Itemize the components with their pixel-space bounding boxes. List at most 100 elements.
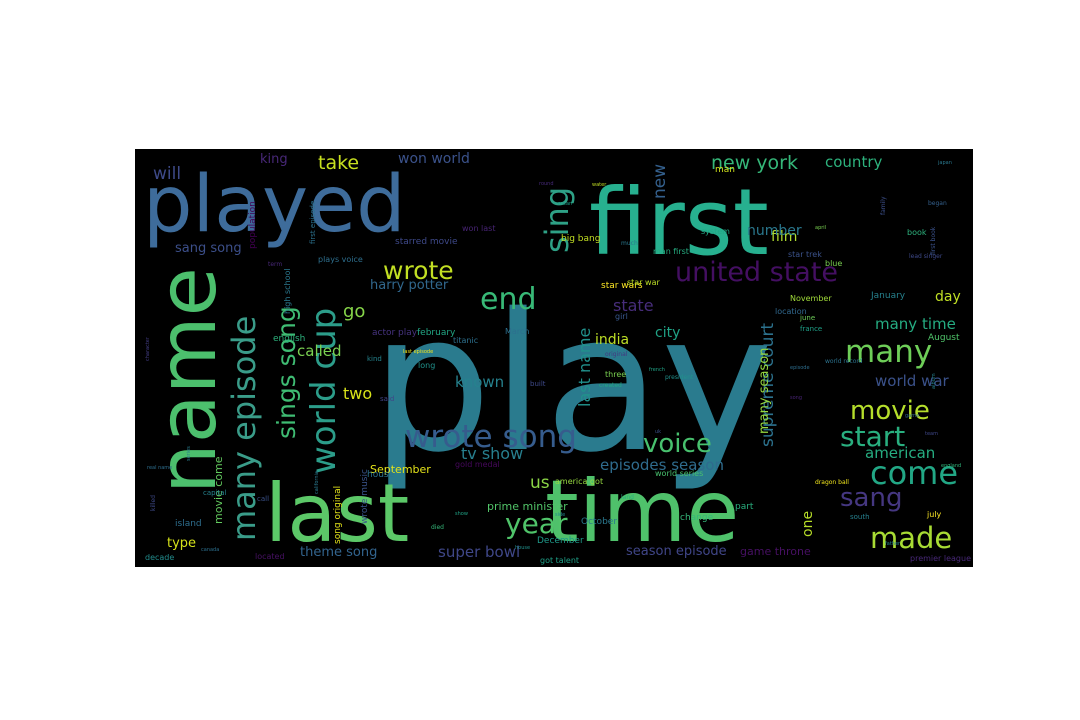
cloud-word: start: [840, 420, 905, 453]
cloud-word: much: [621, 240, 638, 247]
cloud-word: kind: [367, 355, 382, 363]
cloud-word: wrote music: [360, 469, 370, 524]
cloud-word: died: [431, 524, 444, 531]
cloud-word: August: [928, 333, 960, 343]
cloud-word: english: [273, 334, 305, 344]
cloud-word: japan: [937, 160, 952, 166]
cloud-word: season episode: [626, 544, 727, 559]
cloud-word: many season: [757, 348, 772, 434]
cloud-word: time: [545, 462, 739, 562]
cloud-word: side: [555, 512, 565, 518]
cloud-word: many time: [875, 315, 956, 333]
cloud-word: song: [790, 395, 802, 401]
cloud-word: year: [505, 507, 568, 540]
cloud-word: song original: [333, 486, 343, 544]
cloud-word: number: [747, 223, 802, 239]
cloud-word: won world: [398, 151, 470, 167]
cloud-word: india: [595, 332, 629, 348]
cloud-word: movie: [850, 396, 930, 426]
cloud-word: series: [186, 446, 192, 461]
cloud-word: one: [800, 511, 816, 537]
cloud-word: many episode: [225, 316, 263, 541]
cloud-word: January: [870, 291, 906, 301]
cloud-word: big bang: [561, 234, 600, 244]
cloud-word: lead singer: [909, 253, 943, 260]
cloud-word: real name: [147, 465, 172, 471]
cloud-word: episode: [790, 365, 810, 371]
cloud-word: america got: [555, 477, 603, 486]
cloud-word: dragon ball: [815, 479, 849, 486]
cloud-word: sang: [840, 483, 902, 513]
cloud-word: wrote song: [405, 419, 577, 455]
cloud-word: family: [880, 196, 887, 215]
cloud-word: canada: [201, 547, 219, 553]
cloud-word: mean: [558, 201, 572, 207]
cloud-word: last: [265, 467, 409, 560]
cloud-word: world cup: [304, 308, 344, 474]
cloud-word: take: [318, 152, 359, 174]
cloud-word: first episode: [309, 201, 317, 244]
cloud-word: March: [505, 327, 529, 336]
cloud-word: call: [257, 495, 269, 503]
cloud-word: state: [613, 296, 654, 315]
cloud-word: star trek: [788, 250, 822, 259]
cloud-word: decade: [145, 553, 174, 562]
cloud-word: king: [260, 152, 288, 167]
cloud-word: two: [343, 384, 372, 403]
cloud-word: type: [167, 536, 196, 551]
cloud-word: population: [248, 201, 258, 249]
word-cloud: play first played last time name united state w…: [135, 149, 973, 567]
cloud-word: end: [480, 282, 537, 317]
cloud-word: book: [907, 228, 927, 237]
cloud-word: us: [530, 473, 550, 493]
cloud-word: star war: [627, 278, 660, 287]
cloud-word: united state: [675, 257, 838, 288]
cloud-word: supreme court: [758, 323, 778, 447]
cloud-word: world series: [655, 469, 703, 478]
cloud-word: part: [735, 502, 754, 512]
cloud-word: water: [592, 182, 607, 188]
cloud-word: character: [145, 336, 151, 361]
cloud-word: june: [799, 314, 815, 322]
cloud-word: plays voice: [318, 255, 363, 264]
cloud-word: September: [370, 463, 431, 476]
cloud-word: play: [371, 273, 773, 494]
cloud-word: first: [589, 169, 769, 276]
cloud-word: france: [800, 325, 822, 333]
cloud-word: sing: [538, 187, 576, 253]
cloud-word: july: [926, 510, 942, 519]
cloud-word: located: [255, 552, 285, 561]
cloud-word: three: [605, 370, 626, 379]
cloud-word: long: [418, 361, 435, 370]
cloud-word: December: [537, 536, 584, 546]
cloud-word: country: [825, 153, 882, 171]
cloud-word: england: [941, 463, 961, 469]
cloud-word: wrote: [383, 256, 454, 285]
cloud-word: house: [515, 545, 530, 551]
cloud-word: known: [455, 373, 504, 391]
cloud-word: built: [530, 380, 546, 388]
cloud-word: february: [417, 328, 456, 338]
cloud-word: sang song: [175, 241, 242, 256]
cloud-word: called: [297, 342, 342, 360]
cloud-word: new: [650, 164, 670, 199]
cloud-word: star wars: [601, 281, 643, 291]
cloud-word: film: [771, 229, 797, 245]
cloud-word: day: [935, 289, 961, 305]
cloud-word: super bowl: [438, 543, 520, 561]
cloud-word: name: [141, 267, 234, 494]
cloud-word: killed: [150, 495, 157, 511]
cloud-word: album: [931, 373, 937, 389]
cloud-word: show: [455, 511, 468, 517]
cloud-word: change: [680, 513, 714, 523]
cloud-word: house: [367, 470, 395, 480]
cloud-word: uk: [655, 429, 661, 435]
cloud-word: world record: [825, 358, 863, 365]
cloud-word: new york: [711, 152, 798, 174]
cloud-word: california: [314, 471, 320, 494]
cloud-word: sings song: [272, 306, 301, 439]
cloud-word: father: [885, 541, 901, 547]
cloud-word: man: [715, 165, 735, 175]
